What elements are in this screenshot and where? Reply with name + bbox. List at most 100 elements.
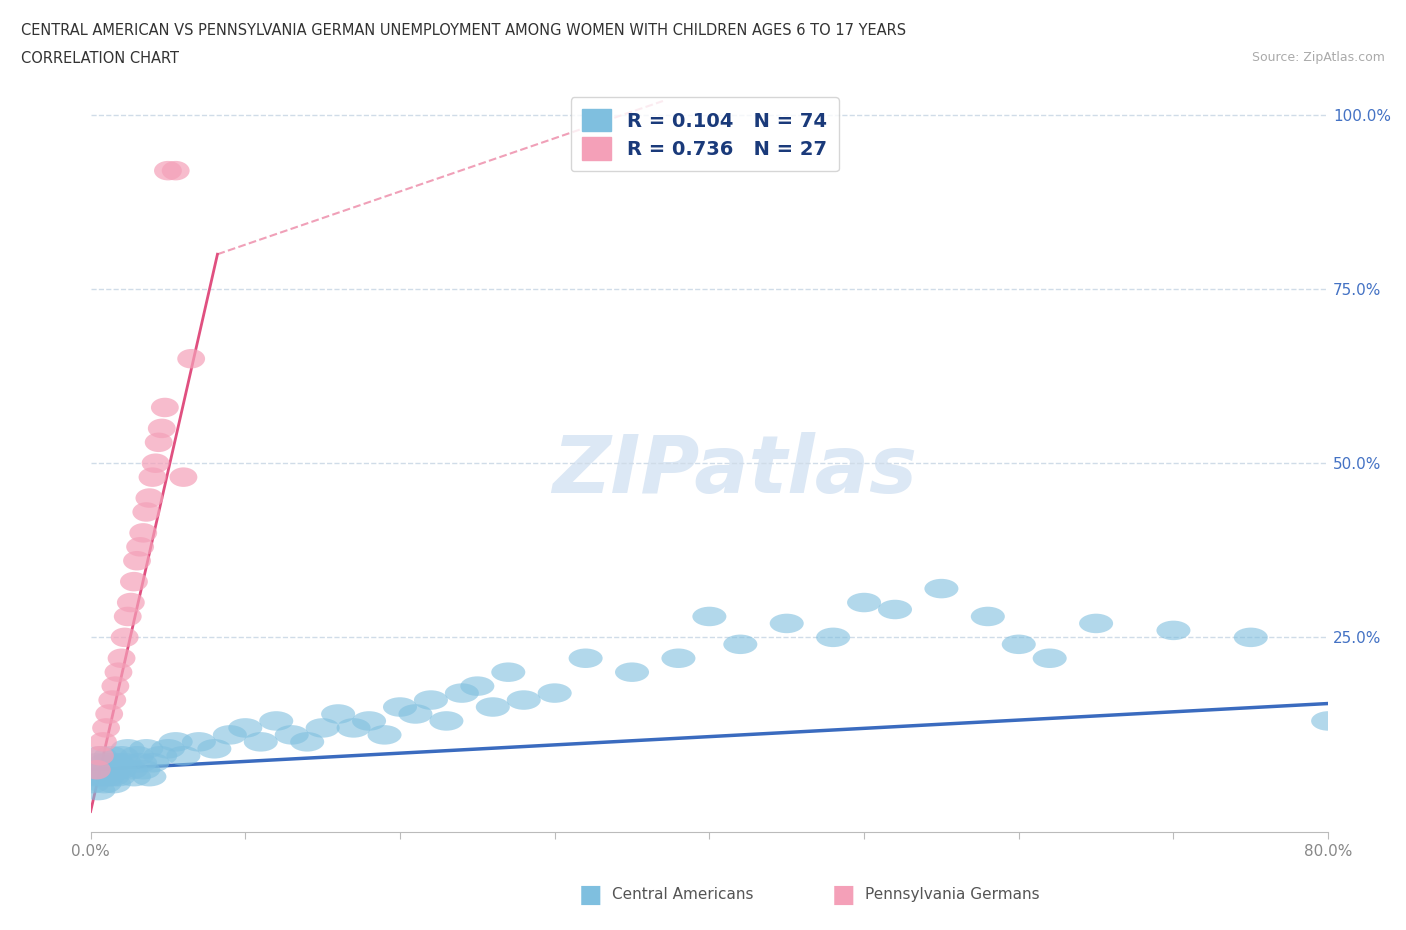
Ellipse shape	[212, 725, 247, 745]
Ellipse shape	[1032, 648, 1067, 668]
Ellipse shape	[924, 578, 959, 598]
Ellipse shape	[723, 634, 758, 654]
Ellipse shape	[321, 704, 356, 724]
Ellipse shape	[79, 767, 112, 787]
Ellipse shape	[127, 537, 155, 556]
Ellipse shape	[86, 746, 114, 765]
Ellipse shape	[135, 488, 163, 508]
Ellipse shape	[98, 760, 132, 779]
Ellipse shape	[97, 774, 131, 793]
Text: Source: ZipAtlas.com: Source: ZipAtlas.com	[1251, 51, 1385, 64]
Ellipse shape	[100, 753, 134, 773]
Ellipse shape	[181, 732, 217, 751]
Ellipse shape	[108, 648, 135, 668]
Ellipse shape	[1078, 614, 1114, 633]
Ellipse shape	[132, 767, 166, 787]
Ellipse shape	[846, 592, 882, 612]
Ellipse shape	[491, 662, 526, 682]
Ellipse shape	[1312, 711, 1346, 731]
Ellipse shape	[93, 760, 127, 779]
Ellipse shape	[139, 468, 166, 487]
Ellipse shape	[815, 628, 851, 647]
Text: CORRELATION CHART: CORRELATION CHART	[21, 51, 179, 66]
Ellipse shape	[197, 739, 232, 759]
Ellipse shape	[108, 753, 142, 773]
Ellipse shape	[104, 746, 139, 765]
Text: CENTRAL AMERICAN VS PENNSYLVANIA GERMAN UNEMPLOYMENT AMONG WOMEN WITH CHILDREN A: CENTRAL AMERICAN VS PENNSYLVANIA GERMAN …	[21, 23, 907, 38]
Ellipse shape	[413, 690, 449, 710]
Ellipse shape	[127, 760, 160, 779]
Ellipse shape	[103, 760, 136, 779]
Ellipse shape	[970, 606, 1005, 626]
Ellipse shape	[614, 662, 650, 682]
Ellipse shape	[94, 746, 128, 765]
Ellipse shape	[104, 662, 132, 682]
Ellipse shape	[661, 648, 696, 668]
Ellipse shape	[228, 718, 263, 737]
Ellipse shape	[135, 753, 170, 773]
Text: ZIPatlas: ZIPatlas	[551, 432, 917, 511]
Ellipse shape	[132, 502, 160, 522]
Ellipse shape	[398, 704, 433, 724]
Ellipse shape	[93, 718, 120, 737]
Ellipse shape	[769, 614, 804, 633]
Ellipse shape	[117, 592, 145, 612]
Ellipse shape	[117, 767, 150, 787]
Ellipse shape	[86, 760, 120, 779]
Text: ■: ■	[579, 883, 602, 907]
Ellipse shape	[170, 468, 197, 487]
Ellipse shape	[166, 746, 201, 765]
Ellipse shape	[143, 746, 177, 765]
Ellipse shape	[124, 551, 150, 570]
Ellipse shape	[129, 523, 157, 542]
Ellipse shape	[145, 432, 173, 452]
Ellipse shape	[148, 418, 176, 438]
Ellipse shape	[82, 781, 115, 801]
Ellipse shape	[460, 676, 495, 696]
Ellipse shape	[537, 684, 572, 703]
Ellipse shape	[124, 753, 157, 773]
Ellipse shape	[568, 648, 603, 668]
Ellipse shape	[692, 606, 727, 626]
Ellipse shape	[120, 746, 155, 765]
Ellipse shape	[98, 690, 127, 710]
Ellipse shape	[90, 767, 125, 787]
Ellipse shape	[129, 739, 163, 759]
Ellipse shape	[89, 753, 124, 773]
Ellipse shape	[89, 732, 117, 751]
Ellipse shape	[382, 698, 418, 717]
Ellipse shape	[111, 739, 145, 759]
Text: ■: ■	[832, 883, 855, 907]
Ellipse shape	[96, 767, 129, 787]
Ellipse shape	[155, 161, 181, 180]
Ellipse shape	[367, 725, 402, 745]
Ellipse shape	[429, 711, 464, 731]
Ellipse shape	[177, 349, 205, 368]
Ellipse shape	[77, 760, 111, 779]
Ellipse shape	[101, 767, 135, 787]
Ellipse shape	[120, 572, 148, 591]
Ellipse shape	[150, 739, 186, 759]
Ellipse shape	[259, 711, 294, 731]
Ellipse shape	[114, 606, 142, 626]
Ellipse shape	[1156, 620, 1191, 640]
Ellipse shape	[111, 628, 139, 647]
Ellipse shape	[1234, 628, 1268, 647]
Ellipse shape	[506, 690, 541, 710]
Ellipse shape	[80, 753, 114, 773]
Legend: R = 0.104   N = 74, R = 0.736   N = 27: R = 0.104 N = 74, R = 0.736 N = 27	[571, 98, 838, 171]
Ellipse shape	[475, 698, 510, 717]
Ellipse shape	[162, 161, 190, 180]
Ellipse shape	[159, 732, 193, 751]
Ellipse shape	[1001, 634, 1036, 654]
Ellipse shape	[274, 725, 309, 745]
Ellipse shape	[877, 600, 912, 619]
Ellipse shape	[290, 732, 325, 751]
Text: Central Americans: Central Americans	[612, 887, 754, 902]
Ellipse shape	[243, 732, 278, 751]
Ellipse shape	[87, 774, 121, 793]
Ellipse shape	[84, 767, 118, 787]
Text: Pennsylvania Germans: Pennsylvania Germans	[865, 887, 1039, 902]
Ellipse shape	[444, 684, 479, 703]
Ellipse shape	[150, 398, 179, 418]
